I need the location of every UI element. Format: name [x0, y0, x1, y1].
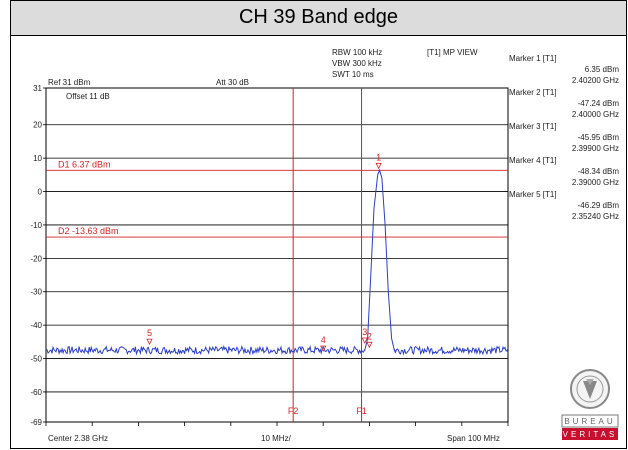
marker-1-level: 6.35 dBm [539, 65, 619, 75]
marker-5-name: Marker 5 [T1] [509, 190, 557, 200]
marker-1-freq: 2.40200 GHz [539, 76, 619, 86]
bureau-veritas-logo: BUREAU VERITAS [560, 365, 620, 445]
marker-2-level: -47.24 dBm [539, 99, 619, 109]
y-tick-label: 20 [33, 121, 42, 130]
logo-top-text: BUREAU [564, 417, 615, 426]
marker-4-freq: 2.39000 GHz [539, 178, 619, 188]
marker-3-name: Marker 3 [T1] [509, 122, 557, 132]
marker-2-freq: 2.40000 GHz [539, 110, 619, 120]
center-freq-label: Center 2.38 GHz [48, 434, 108, 444]
y-tick-label: -30 [30, 288, 42, 297]
vbw-label: VBW 300 kHz [332, 59, 382, 69]
freq-line-f2-label: F2 [288, 406, 299, 416]
y-tick-label: -69 [30, 418, 42, 427]
page-title: CH 39 Band edge [11, 6, 626, 29]
marker-1-name: Marker 1 [T1] [509, 54, 557, 64]
span-label: Span 100 MHz [447, 434, 500, 444]
rbw-label: RBW 100 kHz [332, 48, 382, 58]
y-tick-label: -60 [30, 388, 42, 397]
marker-5-label: 5 [147, 328, 152, 338]
swt-label: SWT 10 ms [332, 70, 374, 80]
marker-5-level: -46.29 dBm [539, 201, 619, 211]
marker-3-level: -45.95 dBm [539, 133, 619, 143]
spectrum-plot-area: 31 20 10 0 -10 -20 -30 -40 -50 -60 -69 D1 6.37 dBm D… [11, 36, 626, 448]
marker-2-symbol [367, 342, 372, 347]
y-tick-label: -40 [30, 321, 42, 330]
marker-4-name: Marker 4 [T1] [509, 156, 557, 166]
marker-3-label: 3 [362, 327, 367, 337]
ref-level-label: Ref 31 dBm [48, 78, 90, 88]
y-tick-label: 31 [33, 84, 42, 93]
div-label: 10 MHz/ [261, 434, 291, 444]
marker-5-symbol [147, 339, 152, 344]
spectrum-trace [46, 170, 508, 354]
result-frame: CH 39 Band edge 31 20 10 0 -10 -20 -30 -40 -50 -6… [10, 0, 627, 449]
offset-label: Offset 11 dB [66, 92, 110, 102]
header-row: CH 39 Band edge [11, 1, 626, 36]
attenuation-label: Att 30 dB [216, 78, 249, 88]
marker-1-label: 1 [376, 152, 381, 162]
plot-frame [46, 88, 508, 422]
y-tick-label: -10 [30, 221, 42, 230]
display-line-d1-label: D1 6.37 dBm [58, 159, 111, 169]
marker-2-label: 2 [367, 331, 372, 341]
y-tick-label: -50 [30, 355, 42, 364]
marker-1-symbol [376, 163, 381, 168]
logo-bottom-text: VERITAS [563, 430, 618, 439]
marker-5-freq: 2.35240 GHz [539, 212, 619, 222]
marker-2-name: Marker 2 [T1] [509, 88, 557, 98]
freq-line-f1-label: F1 [356, 406, 367, 416]
y-tick-label: 10 [33, 154, 42, 163]
y-tick-label: 0 [38, 188, 43, 197]
marker-3-freq: 2.39900 GHz [539, 144, 619, 154]
display-line-d2-label: D2 -13.63 dBm [58, 226, 119, 236]
view-mode-label: [T1] MP VIEW [427, 48, 478, 58]
y-tick-label: -20 [30, 254, 42, 263]
marker-4-label: 4 [321, 335, 326, 345]
marker-4-level: -48.34 dBm [539, 167, 619, 177]
